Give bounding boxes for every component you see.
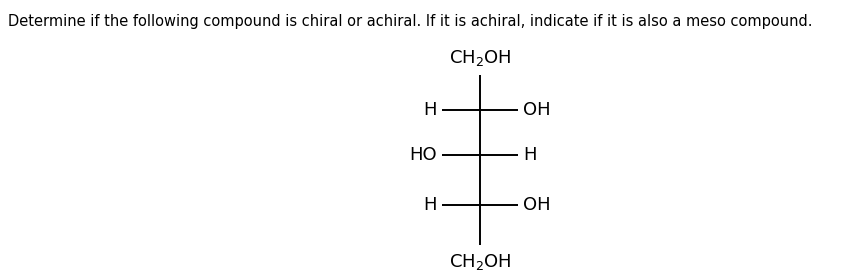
Text: OH: OH — [523, 196, 551, 214]
Text: H: H — [424, 196, 437, 214]
Text: H: H — [523, 146, 537, 164]
Text: Determine if the following compound is chiral or achiral. If it is achiral, indi: Determine if the following compound is c… — [8, 14, 812, 29]
Text: CH$_2$OH: CH$_2$OH — [449, 252, 512, 272]
Text: H: H — [424, 101, 437, 119]
Text: CH$_2$OH: CH$_2$OH — [449, 48, 512, 68]
Text: OH: OH — [523, 101, 551, 119]
Text: HO: HO — [409, 146, 437, 164]
